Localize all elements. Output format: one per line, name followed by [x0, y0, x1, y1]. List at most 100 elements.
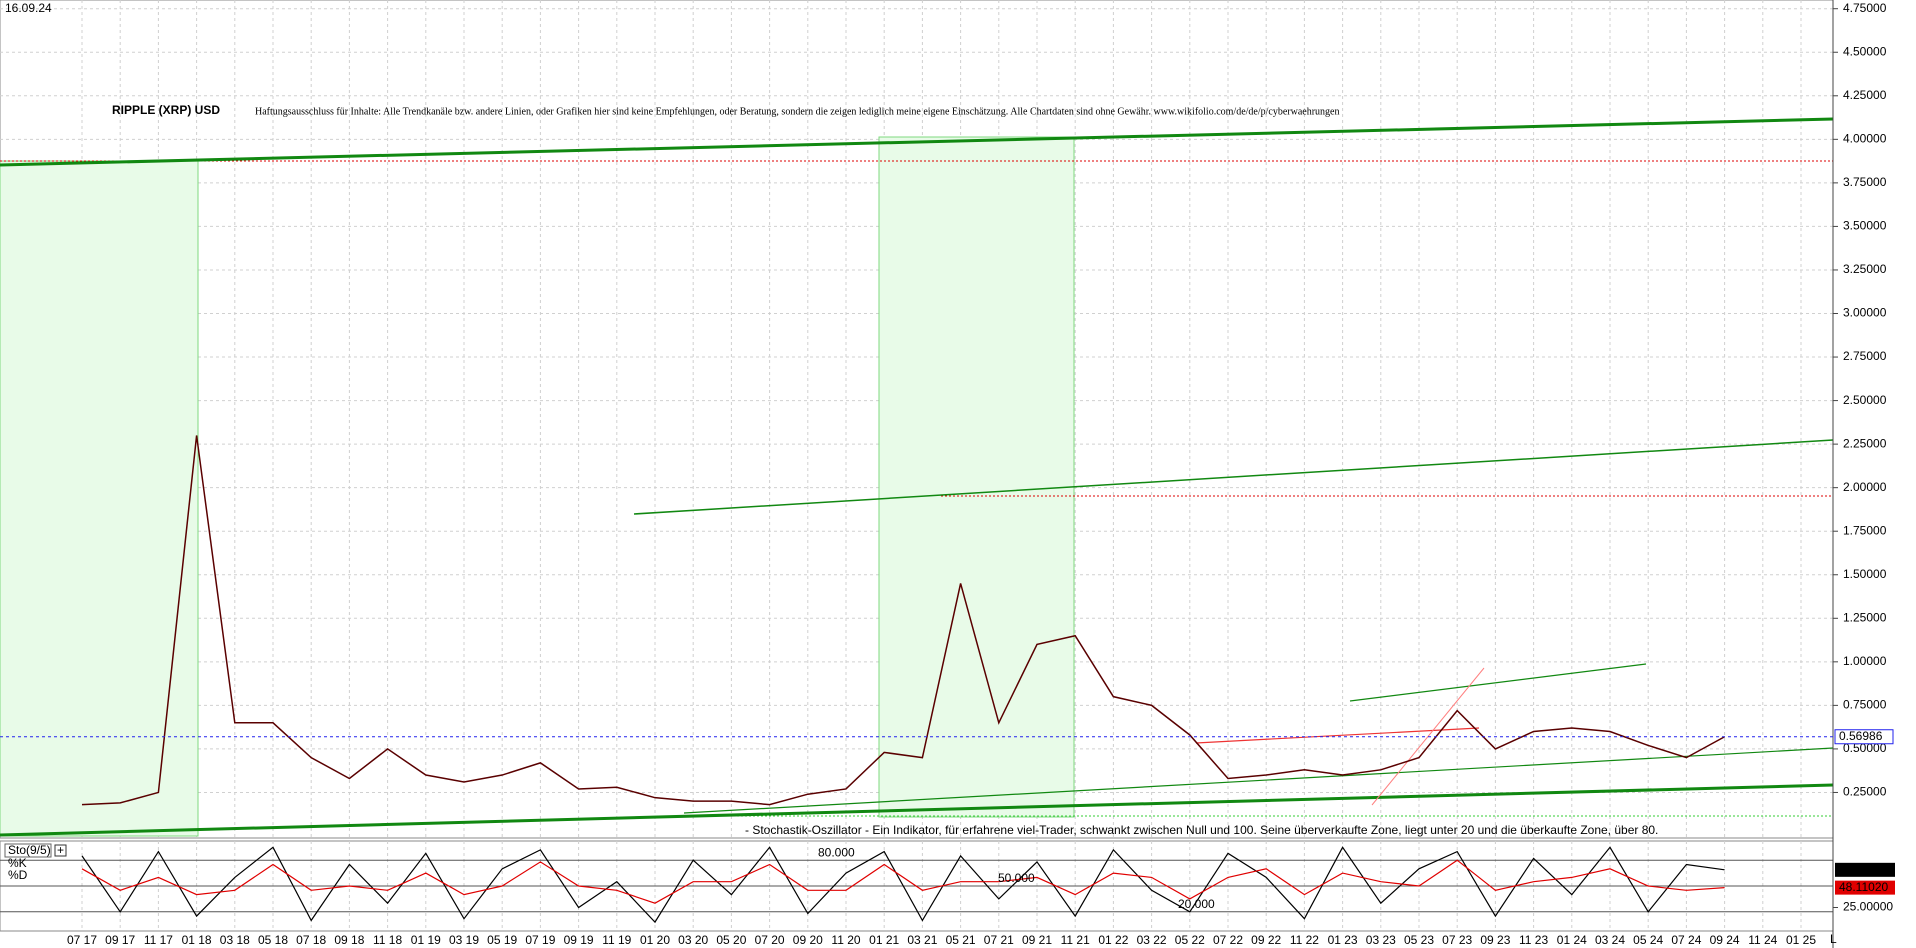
x-end-label: L	[1830, 932, 1837, 946]
x-tick-label: 11 18	[373, 933, 402, 947]
y-tick-label: 3.00000	[1843, 306, 1887, 320]
x-tick-label: 01 22	[1098, 933, 1128, 947]
trend-line	[1349, 663, 1647, 702]
x-tick-label: 03 24	[1595, 933, 1625, 947]
x-tick-label: 09 22	[1251, 933, 1281, 947]
y-tick-label: 1.25000	[1843, 610, 1887, 624]
trend-line	[633, 439, 1834, 515]
x-tick-label: 07 20	[755, 933, 785, 947]
y-tick-label: 4.75000	[1843, 1, 1887, 15]
legend-label: %K	[8, 856, 27, 870]
x-tick-label: 09 24	[1710, 933, 1740, 947]
annotation: - Stochastik-Oszillator - Ein Indikator,…	[745, 823, 1658, 837]
level-label: 50.000	[998, 871, 1035, 885]
x-tick-label: 05 19	[487, 933, 517, 947]
x-tick-label: 01 21	[869, 933, 899, 947]
x-tick-label: 03 20	[678, 933, 708, 947]
indicator-box	[4, 843, 52, 858]
x-tick-label: 07 24	[1671, 933, 1701, 947]
x-tick-label: 09 23	[1480, 933, 1510, 947]
x-tick-label: 11 23	[1519, 933, 1548, 947]
x-tick-label: 05 18	[258, 933, 288, 947]
x-tick-label: 07 19	[525, 933, 555, 947]
level-label: 20.000	[1178, 897, 1215, 911]
x-tick-label: 01 20	[640, 933, 670, 947]
series-line	[81, 859, 1725, 904]
y-tick-label: 4.50000	[1843, 44, 1887, 58]
x-tick-label: 03 19	[449, 933, 479, 947]
x-tick-label: 05 24	[1633, 933, 1663, 947]
y-tick-label: 1.00000	[1843, 654, 1887, 668]
value-label-box	[1835, 880, 1895, 895]
x-tick-label: 11 22	[1290, 933, 1319, 947]
x-tick-label: 11 17	[144, 933, 173, 947]
expand-icon[interactable]: +	[57, 843, 64, 857]
y2-tick-label: 25.00000	[1843, 900, 1893, 914]
x-tick-label: 07 22	[1213, 933, 1243, 947]
value-label: 68.80667	[1839, 862, 1889, 876]
chart-title: RIPPLE (XRP) USD	[112, 103, 220, 117]
x-tick-label: 11 20	[831, 933, 860, 947]
current-price-label: 0.56986	[1839, 729, 1883, 743]
x-tick-label: 07 21	[984, 933, 1014, 947]
x-tick-label: 03 18	[220, 933, 250, 947]
x-tick-label: 07 18	[296, 933, 326, 947]
subtitle: Haftungsausschluss für Inhalte: Alle Tre…	[255, 106, 1340, 117]
y-tick-label: 1.50000	[1843, 567, 1887, 581]
x-tick-label: 09 21	[1022, 933, 1052, 947]
y-tick-label: 4.00000	[1843, 132, 1887, 146]
x-tick-label: 09 20	[793, 933, 823, 947]
x-tick-label: 01 24	[1557, 933, 1587, 947]
y-tick-label: 2.00000	[1843, 480, 1887, 494]
level-label: 80.000	[818, 845, 855, 859]
y-tick-label: 3.25000	[1843, 262, 1887, 276]
y-tick-label: 0.50000	[1843, 741, 1887, 755]
x-tick-label: 11 24	[1748, 933, 1777, 947]
legend-label: %D	[8, 868, 28, 882]
x-tick-label: 05 22	[1175, 933, 1205, 947]
x-tick-label: 11 19	[602, 933, 631, 947]
x-tick-label: 09 18	[334, 933, 364, 947]
y-tick-label: 2.75000	[1843, 349, 1887, 363]
y-tick-label: 3.75000	[1843, 175, 1887, 189]
trend-line	[0, 783, 1834, 837]
expand-button[interactable]	[54, 844, 67, 857]
indicator-title: Sto(9/5)	[8, 843, 51, 857]
x-tick-label: 03 21	[907, 933, 937, 947]
trend-line	[0, 117, 1834, 167]
trend-line	[1195, 727, 1480, 744]
series-line	[81, 846, 1725, 924]
x-tick-label: 05 21	[946, 933, 976, 947]
current-price-box	[1834, 729, 1894, 745]
x-tick-label: 01 25	[1786, 933, 1816, 947]
date: 16.09.24	[5, 1, 52, 15]
x-tick-label: 11 21	[1061, 933, 1090, 947]
x-tick-label: 07 17	[67, 933, 97, 947]
x-tick-label: 07 23	[1442, 933, 1472, 947]
zone	[878, 136, 1075, 818]
y-tick-label: 0.75000	[1843, 698, 1887, 712]
y-tick-label: 2.25000	[1843, 436, 1887, 450]
y-tick-label: 2.50000	[1843, 393, 1887, 407]
x-tick-label: 01 23	[1328, 933, 1358, 947]
x-tick-label: 01 19	[411, 933, 441, 947]
zone	[0, 160, 199, 837]
marks	[81, 435, 1725, 924]
x-tick-label: 05 23	[1404, 933, 1434, 947]
x-tick-label: 09 19	[564, 933, 594, 947]
y-tick-label: 0.25000	[1843, 785, 1887, 799]
x-tick-label: 03 23	[1366, 933, 1396, 947]
value-label: 48.11020	[1839, 880, 1888, 894]
x-tick-label: 03 22	[1137, 933, 1167, 947]
x-tick-label: 05 20	[716, 933, 746, 947]
y-tick-label: 1.75000	[1843, 523, 1887, 537]
x-tick-label: 09 17	[105, 933, 135, 947]
y-tick-label: 3.50000	[1843, 219, 1887, 233]
y-tick-label: 4.25000	[1843, 88, 1887, 102]
price-line	[81, 435, 1725, 806]
x-tick-label: 01 18	[182, 933, 212, 947]
value-label-box	[1835, 862, 1895, 877]
trend-line	[683, 747, 1834, 814]
